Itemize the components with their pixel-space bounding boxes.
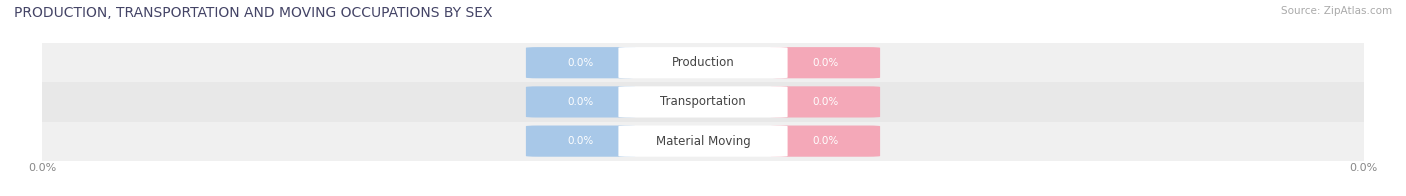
Text: Production: Production <box>672 56 734 69</box>
FancyBboxPatch shape <box>770 47 880 78</box>
Text: 0.0%: 0.0% <box>813 136 838 146</box>
Bar <box>42 82 1364 122</box>
Text: Material Moving: Material Moving <box>655 135 751 148</box>
FancyBboxPatch shape <box>526 125 636 157</box>
Text: Transportation: Transportation <box>661 95 745 108</box>
Text: 0.0%: 0.0% <box>568 97 593 107</box>
FancyBboxPatch shape <box>526 86 636 118</box>
Text: 0.0%: 0.0% <box>813 58 838 68</box>
FancyBboxPatch shape <box>619 47 787 78</box>
Bar <box>42 122 1364 161</box>
Bar <box>42 43 1364 82</box>
Text: 0.0%: 0.0% <box>568 58 593 68</box>
Text: 0.0%: 0.0% <box>568 136 593 146</box>
FancyBboxPatch shape <box>619 86 787 118</box>
FancyBboxPatch shape <box>526 47 636 78</box>
FancyBboxPatch shape <box>619 125 787 157</box>
Text: Source: ZipAtlas.com: Source: ZipAtlas.com <box>1281 6 1392 16</box>
FancyBboxPatch shape <box>770 86 880 118</box>
Text: PRODUCTION, TRANSPORTATION AND MOVING OCCUPATIONS BY SEX: PRODUCTION, TRANSPORTATION AND MOVING OC… <box>14 6 492 20</box>
FancyBboxPatch shape <box>770 125 880 157</box>
Text: 0.0%: 0.0% <box>813 97 838 107</box>
